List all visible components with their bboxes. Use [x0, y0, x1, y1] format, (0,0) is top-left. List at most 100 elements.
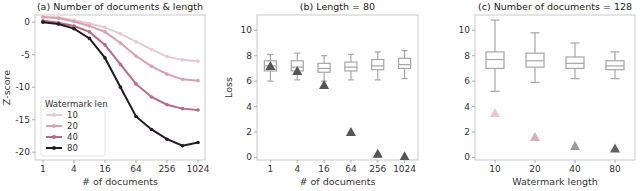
point [103, 43, 107, 47]
point [150, 128, 154, 132]
y-tick [254, 106, 257, 107]
whisker-cap [531, 32, 540, 33]
panel: (a) Number of documents & length0-5-10-1… [1, 1, 210, 187]
series-line [43, 21, 198, 110]
x-tick [166, 160, 167, 163]
point [41, 20, 45, 24]
y-tick [254, 30, 257, 31]
whisker-cap [611, 78, 620, 79]
y-axis-label: Z-score [1, 70, 12, 105]
point [41, 15, 45, 19]
x-tick [615, 160, 616, 163]
y-axis-label: Loss [223, 77, 234, 98]
median [345, 67, 357, 68]
legend-swatch [46, 147, 62, 149]
y-tick [254, 132, 257, 133]
x-tick-label: 1024 [187, 164, 210, 174]
whisker-cap [294, 53, 300, 54]
point [196, 79, 200, 83]
title: (b) Length = 80 [300, 1, 375, 12]
x-tick-label: 64 [130, 164, 142, 174]
x-tick [297, 160, 298, 163]
point [196, 141, 200, 145]
x-tick-label: 10 [489, 164, 501, 174]
series-line [43, 22, 198, 146]
y-tick [254, 81, 257, 82]
x-tick-label: 1024 [393, 164, 416, 174]
frame [35, 15, 205, 160]
whisker [534, 67, 535, 82]
x-axis-label: Watermark length [512, 176, 598, 187]
point [103, 26, 107, 30]
x-tick [575, 160, 576, 163]
whisker [404, 68, 405, 78]
point [181, 107, 185, 111]
point [88, 24, 92, 28]
frame [257, 15, 418, 160]
title: (a) Number of documents & length [37, 1, 203, 12]
marker [570, 141, 580, 150]
point [196, 108, 200, 112]
x-tick [535, 160, 536, 163]
point [196, 59, 200, 63]
whisker-cap [491, 19, 500, 20]
legend-label: 80 [67, 143, 78, 153]
x-tick [73, 160, 74, 163]
point [119, 85, 123, 89]
point [57, 22, 61, 26]
point [103, 30, 107, 34]
whisker-cap [294, 79, 300, 80]
whisker [494, 20, 495, 52]
point [57, 16, 61, 20]
marker [346, 127, 356, 136]
whisker [297, 53, 298, 61]
marker [610, 144, 620, 153]
whisker [323, 72, 324, 81]
point [72, 27, 76, 31]
legend-label: 40 [67, 132, 78, 142]
y-tick-label: 8 [246, 51, 252, 61]
marker [265, 61, 275, 70]
point [181, 78, 185, 82]
x-tick [42, 160, 43, 163]
y-tick [472, 30, 475, 31]
whisker [377, 52, 378, 60]
whisker [574, 43, 575, 57]
point [165, 103, 169, 107]
point [134, 54, 138, 58]
whisker [614, 52, 615, 61]
whisker [534, 33, 535, 53]
median [399, 64, 411, 65]
marker [530, 132, 540, 141]
point [57, 16, 61, 20]
x-tick-label: 16 [99, 164, 111, 174]
whisker-cap [375, 79, 381, 80]
y-tick-label: 0 [464, 152, 470, 162]
x-tick-label: 4 [71, 164, 77, 174]
whisker [350, 54, 351, 62]
legend-marker [52, 135, 56, 139]
y-tick [32, 87, 35, 88]
y-tick-label: 0 [246, 152, 252, 162]
y-tick-label: 6 [464, 76, 470, 86]
legend-title: Watermark len [45, 99, 108, 109]
legend: Watermark len10204080 [41, 97, 108, 156]
legend-swatch [46, 114, 62, 116]
whisker [614, 70, 615, 79]
whisker-cap [321, 55, 327, 56]
x-tick [198, 160, 199, 163]
x-tick-label: 256 [158, 164, 175, 174]
whisker-cap [571, 78, 580, 79]
marker [373, 149, 383, 158]
point [150, 48, 154, 52]
y-tick [32, 22, 35, 23]
point [150, 95, 154, 99]
median [372, 65, 384, 66]
whisker [270, 71, 271, 81]
title: (c) Number of documents = 128 [478, 1, 632, 12]
point [150, 65, 154, 69]
y-tick [32, 119, 35, 120]
x-tick [135, 160, 136, 163]
point [119, 41, 123, 45]
y-tick-label: 8 [464, 51, 470, 61]
